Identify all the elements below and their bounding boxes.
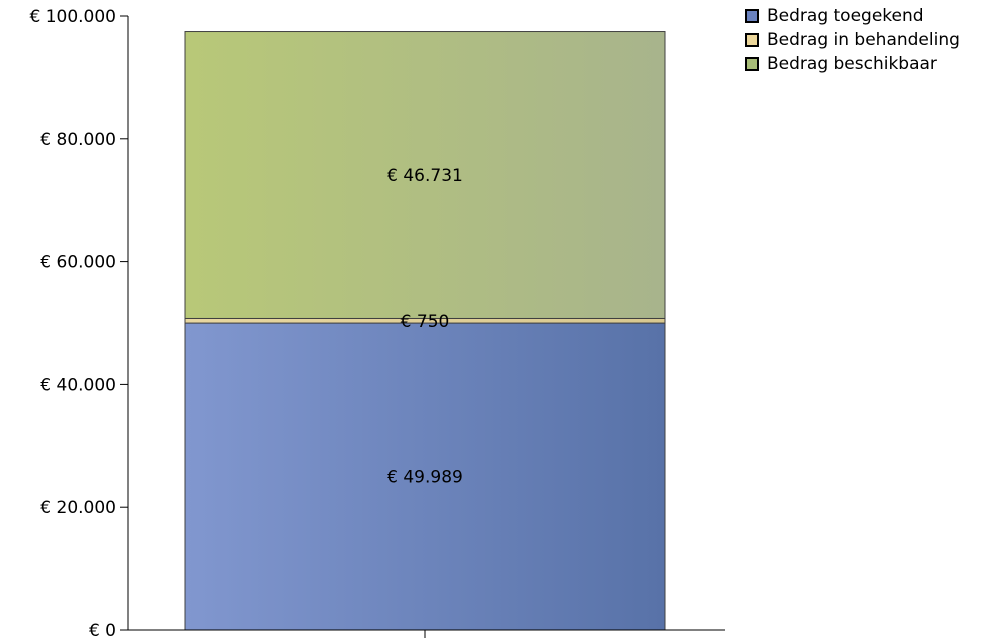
legend: Bedrag toegekend Bedrag in behandeling Bed… [745, 4, 960, 76]
y-tick-label-1: € 20.000 [40, 498, 116, 518]
bar-segment-1 [184, 322, 666, 631]
legend-item-1: Bedrag toegekend [745, 4, 960, 28]
y-tick-label-0: € 0 [89, 621, 116, 641]
legend-swatch [745, 33, 759, 47]
legend-label: Bedrag toegekend [767, 6, 924, 26]
legend-swatch [745, 9, 759, 23]
legend-item-2: Bedrag in behandeling [745, 28, 960, 52]
y-tick-label-2: € 40.000 [40, 375, 116, 395]
data-label-1: € 49.989 [387, 468, 463, 488]
legend-item-3: Bedrag beschikbaar [745, 52, 960, 76]
legend-swatch [745, 57, 759, 71]
y-tick-label-4: € 80.000 [40, 130, 116, 150]
data-label-2: € 750 [401, 312, 450, 332]
bar-segment-3 [184, 31, 666, 319]
legend-label: Bedrag beschikbaar [767, 54, 937, 74]
y-tick-label-3: € 60.000 [40, 253, 116, 273]
y-tick-label-5: € 100.000 [29, 7, 116, 27]
legend-label: Bedrag in behandeling [767, 30, 960, 50]
data-label-3: € 46.731 [387, 166, 463, 186]
